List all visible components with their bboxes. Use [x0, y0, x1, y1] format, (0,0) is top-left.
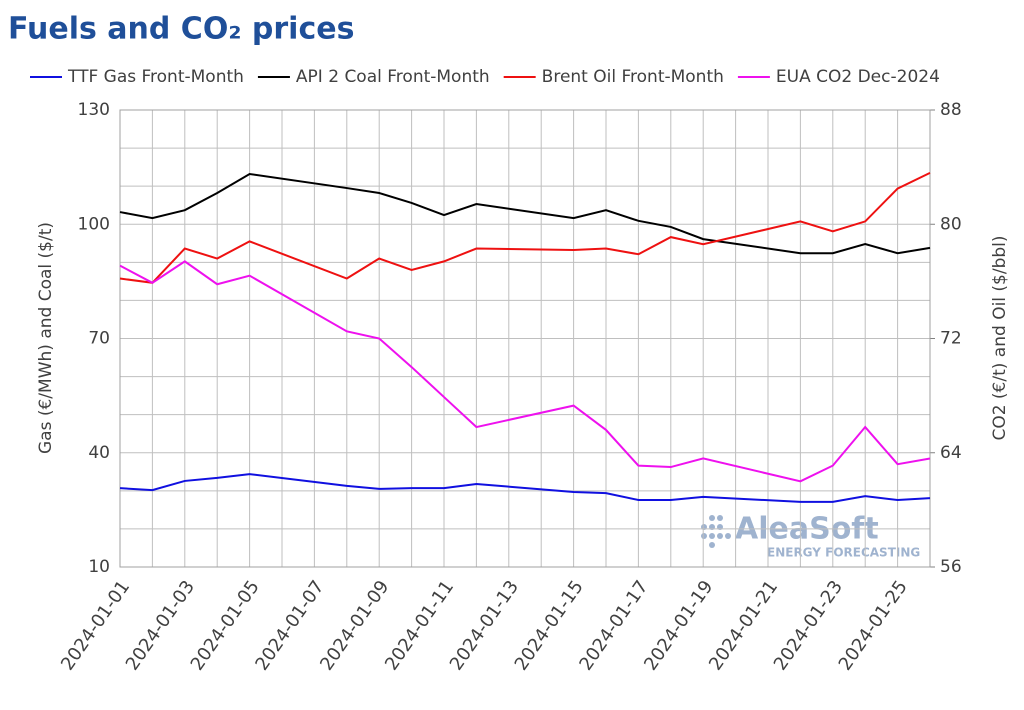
y-axis-label: Gas (€/MWh) and Coal ($/t) [36, 222, 56, 454]
grid [119, 109, 931, 568]
y2-axis-label: CO2 (€/t) and Oil ($/bbl) [990, 235, 1010, 440]
series-line [119, 172, 931, 255]
y2-tick-label: 88 [940, 100, 962, 120]
y-tick-label: 70 [88, 329, 110, 349]
series-line [119, 171, 931, 284]
y2-tick-label: 64 [940, 443, 962, 463]
plot-frame [119, 109, 931, 568]
legend-label: EUA CO2 Dec-2024 [776, 67, 940, 87]
y2-tick-label: 72 [940, 329, 962, 349]
legend-label: TTF Gas Front-Month [67, 67, 244, 87]
y2-tick-label: 80 [940, 214, 962, 234]
logo-icon [701, 515, 731, 548]
y-tick-label: 130 [78, 100, 110, 120]
y-tick-label: 100 [78, 214, 110, 234]
logo-tagline: ENERGY FORECASTING [767, 546, 920, 560]
y2-tick-label: 56 [940, 557, 962, 577]
legend-label: API 2 Coal Front-Month [296, 67, 490, 87]
y-tick-label: 10 [88, 557, 110, 577]
chart-title: Fuels and CO₂ prices [8, 12, 354, 47]
series-line [119, 473, 931, 503]
y-tick-label: 40 [88, 443, 110, 463]
legend-label: Brent Oil Front-Month [542, 67, 724, 87]
series-line [119, 260, 931, 483]
x-tick-label: 2024-01-25 [835, 577, 912, 675]
